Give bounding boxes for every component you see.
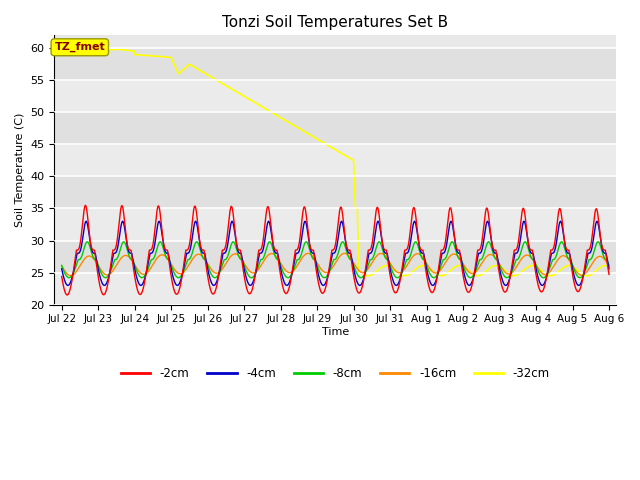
X-axis label: Time: Time	[322, 327, 349, 337]
Text: TZ_fmet: TZ_fmet	[54, 42, 105, 52]
Bar	[54, 144, 616, 176]
Bar	[54, 80, 616, 112]
Bar	[54, 208, 616, 240]
Y-axis label: Soil Temperature (C): Soil Temperature (C)	[15, 113, 25, 227]
Bar	[54, 273, 616, 305]
Legend: -2cm, -4cm, -8cm, -16cm, -32cm: -2cm, -4cm, -8cm, -16cm, -32cm	[116, 362, 555, 385]
Bar	[54, 240, 616, 273]
Bar	[54, 112, 616, 144]
Bar	[54, 176, 616, 208]
Bar	[54, 48, 616, 80]
Title: Tonzi Soil Temperatures Set B: Tonzi Soil Temperatures Set B	[222, 15, 449, 30]
